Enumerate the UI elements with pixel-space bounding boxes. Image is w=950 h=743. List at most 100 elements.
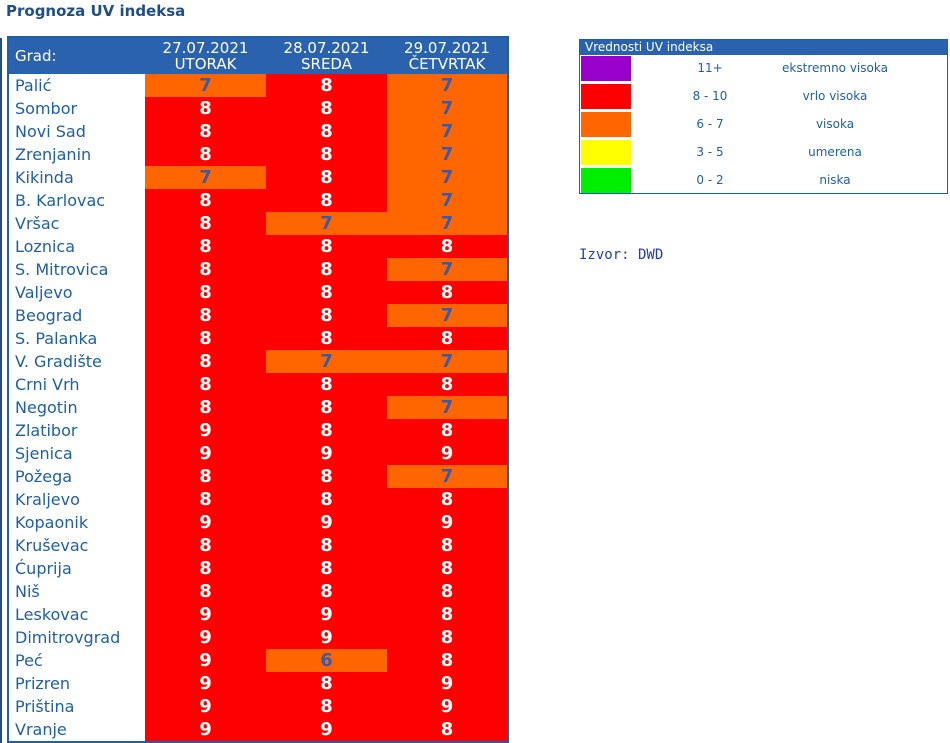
uv-table-body: Palić 7 8 7 Sombor 8 8 7 Novi Sad 8 8 7 Zrenjanin 8 8 7… bbox=[8, 74, 508, 742]
uv-forecast-table: Grad: 27.07.2021 UTORAK 28.07.2021 SREDA… bbox=[7, 36, 509, 743]
table-row: S. Mitrovica 8 8 7 bbox=[8, 258, 508, 281]
left-divider bbox=[0, 38, 2, 743]
day-column-header: 27.07.2021 UTORAK bbox=[145, 37, 266, 74]
uv-value-cell: 8 bbox=[266, 143, 387, 166]
city-name: Požega bbox=[8, 465, 145, 488]
city-name: Kopaonik bbox=[8, 511, 145, 534]
uv-value-cell: 8 bbox=[145, 235, 266, 258]
legend-label: visoka bbox=[815, 117, 855, 131]
table-row: Kraljevo 8 8 8 bbox=[8, 488, 508, 511]
table-row: Zlatibor 9 8 8 bbox=[8, 419, 508, 442]
uv-value-cell: 7 bbox=[387, 465, 508, 488]
table-row: V. Gradište 8 7 7 bbox=[8, 350, 508, 373]
table-row: S. Palanka 8 8 8 bbox=[8, 327, 508, 350]
uv-value-cell: 8 bbox=[266, 304, 387, 327]
uv-value-cell: 9 bbox=[145, 695, 266, 718]
uv-value-cell: 7 bbox=[266, 350, 387, 373]
uv-value-cell: 8 bbox=[387, 534, 508, 557]
uv-value-cell: 8 bbox=[387, 488, 508, 511]
uv-value-cell: 8 bbox=[266, 189, 387, 212]
table-row: Novi Sad 8 8 7 bbox=[8, 120, 508, 143]
uv-value-cell: 8 bbox=[145, 396, 266, 419]
table-row: Ćuprija 8 8 8 bbox=[8, 557, 508, 580]
legend-label: umerena bbox=[808, 145, 862, 159]
uv-value-cell: 8 bbox=[145, 557, 266, 580]
uv-value-cell: 8 bbox=[387, 373, 508, 396]
uv-value-cell: 8 bbox=[266, 235, 387, 258]
uv-value-cell: 9 bbox=[145, 442, 266, 465]
city-name: V. Gradište bbox=[8, 350, 145, 373]
city-name: Kraljevo bbox=[8, 488, 145, 511]
uv-value-cell: 9 bbox=[145, 603, 266, 626]
uv-value-cell: 8 bbox=[145, 97, 266, 120]
uv-value-cell: 7 bbox=[387, 143, 508, 166]
table-row: Priština 9 8 9 bbox=[8, 695, 508, 718]
city-name: Palić bbox=[8, 74, 145, 97]
uv-value-cell: 8 bbox=[266, 488, 387, 511]
uv-value-cell: 8 bbox=[145, 488, 266, 511]
uv-value-cell: 8 bbox=[387, 649, 508, 672]
uv-value-cell: 8 bbox=[266, 120, 387, 143]
uv-value-cell: 7 bbox=[387, 350, 508, 373]
day-column-header: 29.07.2021 ČETVRTAK bbox=[387, 37, 508, 74]
uv-value-cell: 8 bbox=[266, 557, 387, 580]
table-row: Negotin 8 8 7 bbox=[8, 396, 508, 419]
day-weekday: UTORAK bbox=[174, 55, 237, 73]
uv-value-cell: 8 bbox=[145, 350, 266, 373]
city-name: S. Palanka bbox=[8, 327, 145, 350]
day-date: 28.07.2021 bbox=[283, 39, 370, 57]
uv-value-cell: 9 bbox=[145, 718, 266, 742]
city-name: Kruševac bbox=[8, 534, 145, 557]
uv-value-cell: 7 bbox=[387, 166, 508, 189]
legend-range: 0 - 2 bbox=[696, 173, 724, 187]
city-name: Peć bbox=[8, 649, 145, 672]
table-row: Sombor 8 8 7 bbox=[8, 97, 508, 120]
city-name: Sombor bbox=[8, 97, 145, 120]
uv-value-cell: 7 bbox=[145, 166, 266, 189]
legend-color-swatch bbox=[581, 56, 631, 81]
city-name: Loznica bbox=[8, 235, 145, 258]
table-row: Dimitrovgrad 9 9 8 bbox=[8, 626, 508, 649]
table-row: Vranje 9 9 8 bbox=[8, 718, 508, 742]
city-name: Kikinda bbox=[8, 166, 145, 189]
legend-color-swatch bbox=[581, 140, 631, 165]
city-name: Leskovac bbox=[8, 603, 145, 626]
uv-value-cell: 9 bbox=[387, 511, 508, 534]
city-name: S. Mitrovica bbox=[8, 258, 145, 281]
table-row: B. Karlovac 8 8 7 bbox=[8, 189, 508, 212]
legend-item: 11+ ekstremno visoka bbox=[580, 55, 947, 83]
city-name: Dimitrovgrad bbox=[8, 626, 145, 649]
table-row: Kopaonik 9 9 9 bbox=[8, 511, 508, 534]
uv-value-cell: 8 bbox=[266, 327, 387, 350]
uv-value-cell: 9 bbox=[145, 672, 266, 695]
legend-range: 6 - 7 bbox=[696, 117, 724, 131]
city-name: Crni Vrh bbox=[8, 373, 145, 396]
legend-item: 3 - 5 umerena bbox=[580, 139, 947, 167]
legend-range: 3 - 5 bbox=[696, 145, 724, 159]
uv-value-cell: 7 bbox=[387, 74, 508, 97]
uv-value-cell: 9 bbox=[387, 442, 508, 465]
day-date: 29.07.2021 bbox=[404, 39, 490, 57]
city-name: Vranje bbox=[8, 718, 145, 742]
uv-value-cell: 8 bbox=[387, 718, 508, 742]
city-name: Prizren bbox=[8, 672, 145, 695]
uv-value-cell: 8 bbox=[266, 419, 387, 442]
city-name: B. Karlovac bbox=[8, 189, 145, 212]
table-row: Požega 8 8 7 bbox=[8, 465, 508, 488]
legend-title: Vrednosti UV indeksa bbox=[580, 40, 947, 55]
uv-value-cell: 8 bbox=[145, 120, 266, 143]
city-name: Zlatibor bbox=[8, 419, 145, 442]
uv-value-cell: 8 bbox=[145, 189, 266, 212]
uv-value-cell: 8 bbox=[387, 327, 508, 350]
day-date: 27.07.2021 bbox=[162, 39, 249, 57]
legend-color-swatch bbox=[581, 84, 631, 109]
uv-value-cell: 8 bbox=[145, 465, 266, 488]
uv-value-cell: 6 bbox=[266, 649, 387, 672]
table-row: Vršac 8 7 7 bbox=[8, 212, 508, 235]
uv-value-cell: 8 bbox=[266, 97, 387, 120]
table-row: Valjevo 8 8 8 bbox=[8, 281, 508, 304]
uv-value-cell: 9 bbox=[387, 672, 508, 695]
uv-value-cell: 8 bbox=[266, 373, 387, 396]
uv-value-cell: 8 bbox=[266, 396, 387, 419]
uv-value-cell: 7 bbox=[387, 120, 508, 143]
